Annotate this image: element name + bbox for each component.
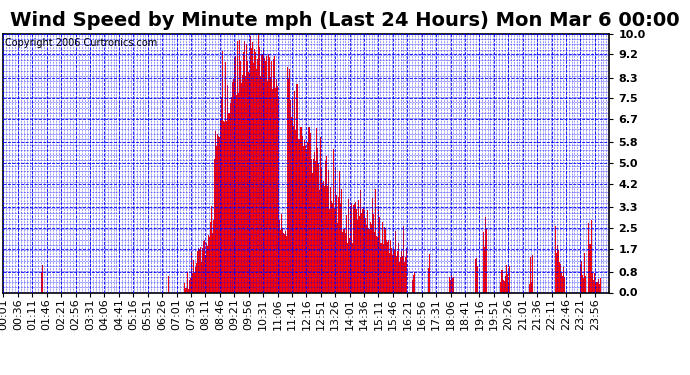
Text: Copyright 2006 Curtronics.com: Copyright 2006 Curtronics.com [5,38,157,48]
Text: Wind Speed by Minute mph (Last 24 Hours) Mon Mar 6 00:00: Wind Speed by Minute mph (Last 24 Hours)… [10,11,680,30]
